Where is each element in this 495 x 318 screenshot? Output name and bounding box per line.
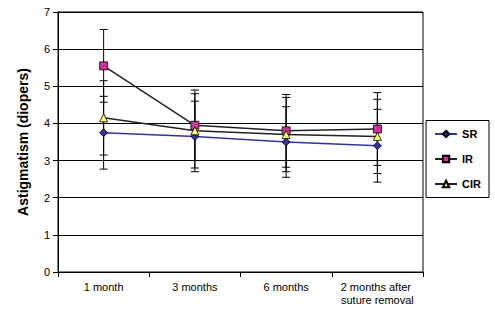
svg-text:Astigmatism (diopers): Astigmatism (diopers) (15, 68, 31, 216)
svg-text:3 months: 3 months (172, 281, 218, 293)
svg-text:0: 0 (44, 266, 50, 278)
svg-text:1: 1 (44, 229, 50, 241)
svg-text:IR: IR (462, 153, 473, 165)
svg-text:4: 4 (44, 117, 50, 129)
svg-text:2: 2 (44, 192, 50, 204)
svg-text:7: 7 (44, 6, 50, 18)
svg-text:1 month: 1 month (84, 281, 124, 293)
svg-text:CIR: CIR (462, 178, 481, 190)
svg-text:suture removal: suture removal (341, 294, 414, 306)
svg-text:2 months after: 2 months after (341, 281, 414, 293)
svg-text:5: 5 (44, 80, 50, 92)
svg-text:6 months: 6 months (264, 281, 310, 293)
svg-text:6: 6 (44, 43, 50, 55)
svg-text:SR: SR (462, 128, 477, 140)
svg-text:3: 3 (44, 155, 50, 167)
